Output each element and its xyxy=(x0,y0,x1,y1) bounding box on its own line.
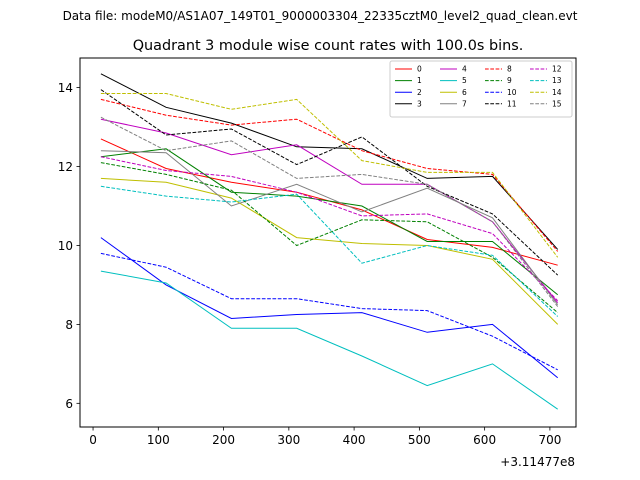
series-line-11 xyxy=(100,89,559,276)
x-tick-label: 300 xyxy=(277,433,300,447)
legend-label-12: 12 xyxy=(552,65,562,74)
x-tick-label: 400 xyxy=(343,433,366,447)
legend-label-2: 2 xyxy=(417,88,422,97)
legend-label-15: 15 xyxy=(552,99,562,108)
legend-label-11: 11 xyxy=(507,99,517,108)
figure-suptitle: Data file: modeM0/AS1A07_149T01_90000033… xyxy=(63,9,578,23)
axes: 0 100 200 300 400 500 600 700 6 8 10 12 14 xyxy=(58,81,562,447)
legend-box xyxy=(389,60,573,118)
series-line-5 xyxy=(100,270,558,410)
y-tick-label: 8 xyxy=(65,318,73,332)
legend-label-5: 5 xyxy=(462,76,467,85)
legend-label-1: 1 xyxy=(417,76,422,85)
legend-label-13: 13 xyxy=(552,76,562,85)
legend-label-7: 7 xyxy=(462,99,467,108)
series-line-14 xyxy=(100,93,559,258)
legend-label-4: 4 xyxy=(462,65,467,74)
y-tick-label: 6 xyxy=(65,397,73,411)
series-line-7 xyxy=(100,150,559,306)
series-line-10 xyxy=(100,252,558,371)
legend-label-14: 14 xyxy=(552,88,562,97)
legend-label-0: 0 xyxy=(417,65,422,74)
chart-title: Quadrant 3 module wise count rates with … xyxy=(133,38,524,54)
legend-label-9: 9 xyxy=(507,76,512,85)
y-tick-label: 14 xyxy=(58,81,73,95)
y-tick-label: 12 xyxy=(58,160,73,174)
series-line-12 xyxy=(100,156,559,302)
series-line-8 xyxy=(100,98,559,252)
legend-label-6: 6 xyxy=(462,88,467,97)
plot-frame xyxy=(79,57,577,428)
series-line-6 xyxy=(100,177,559,325)
x-tick-label: 0 xyxy=(89,433,97,447)
x-offset-label: +3.11477e8 xyxy=(500,455,575,469)
legend-label-3: 3 xyxy=(417,99,422,108)
series-line-15 xyxy=(100,116,559,307)
series-line-1 xyxy=(100,148,559,296)
x-tick-label: 100 xyxy=(147,433,170,447)
series-line-9 xyxy=(100,162,559,313)
series-line-13 xyxy=(100,185,559,317)
series-line-3 xyxy=(100,73,559,250)
x-tick-label: 200 xyxy=(212,433,235,447)
plot-lines xyxy=(100,73,559,410)
x-tick-label: 600 xyxy=(473,433,496,447)
x-tick-label: 700 xyxy=(538,433,561,447)
legend-label-8: 8 xyxy=(507,65,512,74)
y-tick-label: 10 xyxy=(58,239,73,253)
x-tick-label: 500 xyxy=(408,433,431,447)
legend-label-10: 10 xyxy=(507,88,517,97)
